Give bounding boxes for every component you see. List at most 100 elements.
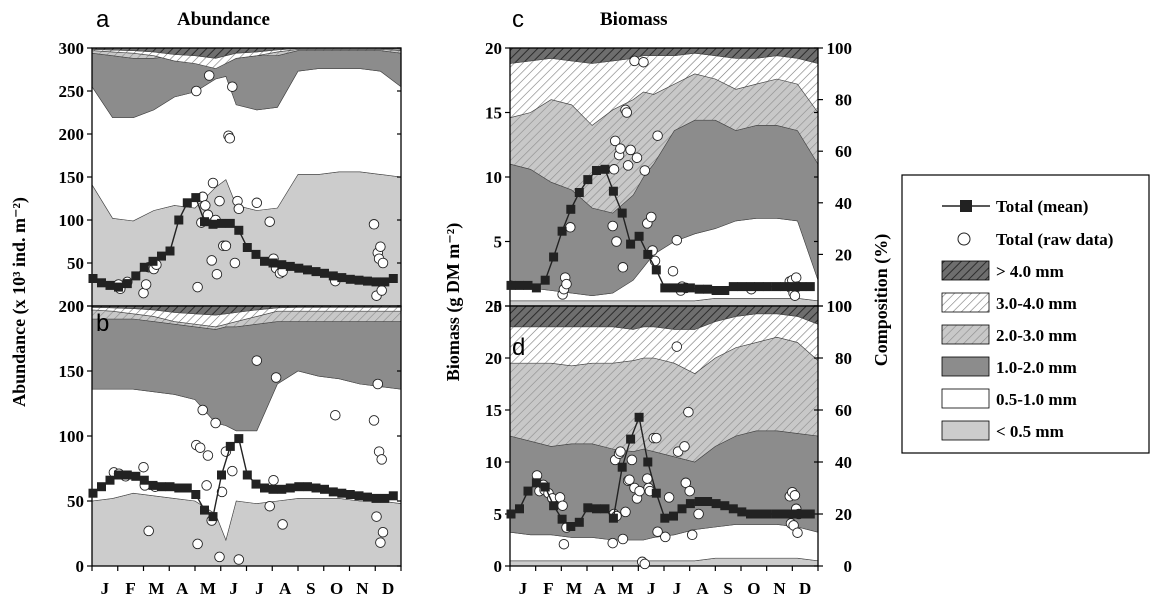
raw-data-point bbox=[372, 378, 384, 390]
raw-data-point bbox=[377, 526, 389, 538]
mean-point bbox=[174, 215, 184, 225]
mean-point bbox=[780, 509, 790, 519]
mean-point bbox=[122, 279, 132, 289]
mean-point bbox=[363, 492, 372, 502]
mean-point bbox=[703, 497, 713, 506]
mean-point bbox=[294, 263, 304, 273]
x-tick-label: J bbox=[673, 579, 682, 598]
mean-point bbox=[88, 488, 98, 498]
mean-point bbox=[592, 504, 601, 514]
mean-point bbox=[200, 505, 209, 515]
mean-point bbox=[191, 490, 201, 499]
x-tick-label: J bbox=[519, 579, 528, 598]
mean-point bbox=[626, 434, 636, 444]
y-tick-label: 50 bbox=[67, 492, 84, 511]
legend-swatch-gt40 bbox=[941, 260, 990, 281]
mean-point bbox=[251, 249, 261, 259]
mean-point bbox=[157, 482, 166, 492]
mean-point bbox=[285, 483, 295, 493]
raw-data-point bbox=[557, 500, 568, 511]
raw-data-point bbox=[634, 485, 645, 497]
mean-point bbox=[122, 470, 132, 480]
mean-point bbox=[685, 499, 695, 509]
raw-data-point bbox=[607, 537, 618, 549]
y2-tick-label: 60 bbox=[835, 142, 852, 161]
raw-data-point bbox=[683, 406, 694, 418]
mean-point bbox=[754, 282, 764, 292]
mean-point bbox=[728, 282, 738, 292]
mean-point bbox=[805, 509, 815, 519]
mean-point bbox=[234, 434, 244, 444]
x-tick-label: M bbox=[566, 579, 582, 598]
legend-swatch-r10 bbox=[941, 356, 990, 377]
y-tick-label: 0 bbox=[76, 297, 85, 316]
raw-data-point bbox=[330, 409, 341, 421]
x-tick-label: F bbox=[125, 579, 135, 598]
mean-point bbox=[720, 286, 730, 295]
x-tick-label: D bbox=[382, 579, 394, 598]
mean-point bbox=[182, 198, 192, 208]
mean-point bbox=[157, 251, 166, 261]
mean-point bbox=[746, 509, 755, 519]
raw-data-point bbox=[251, 197, 263, 209]
y-tick-label: 250 bbox=[59, 82, 85, 101]
mean-point bbox=[165, 482, 175, 492]
mean-point bbox=[139, 475, 149, 485]
raw-data-point bbox=[207, 177, 219, 189]
mean-point bbox=[174, 483, 184, 493]
mean-point bbox=[345, 490, 355, 499]
raw-data-point bbox=[214, 551, 225, 563]
raw-data-point bbox=[667, 265, 679, 277]
mean-point bbox=[540, 482, 550, 492]
mean-point bbox=[574, 517, 584, 527]
mean-point bbox=[651, 265, 661, 275]
raw-data-point bbox=[625, 144, 636, 156]
raw-data-point bbox=[561, 278, 572, 290]
mean-point bbox=[285, 261, 295, 271]
mean-point bbox=[345, 274, 355, 284]
legend: Total (mean) Total (raw data) > 4.0 mm 3… bbox=[901, 174, 1150, 454]
mean-point bbox=[711, 286, 721, 295]
mean-point bbox=[311, 483, 321, 493]
mean-point bbox=[515, 280, 524, 290]
raw-data-point bbox=[609, 135, 621, 147]
mean-point bbox=[540, 275, 550, 285]
x-tick-label: M bbox=[148, 579, 164, 598]
x-tick-label: O bbox=[747, 579, 760, 598]
raw-data-point bbox=[792, 527, 803, 538]
y-tick-label: 10 bbox=[485, 453, 502, 472]
y2-tick-label: 0 bbox=[844, 297, 853, 316]
raw-data-point bbox=[277, 519, 288, 530]
mean-point bbox=[797, 509, 807, 519]
mean-point bbox=[208, 512, 218, 522]
raw-data-point bbox=[660, 531, 671, 543]
x-tick-label: F bbox=[543, 579, 553, 598]
raw-data-point bbox=[376, 285, 387, 296]
raw-data-point bbox=[671, 234, 683, 246]
mean-point bbox=[737, 507, 747, 517]
mean-point bbox=[531, 283, 541, 293]
y-tick-label: 5 bbox=[494, 505, 503, 524]
mean-point bbox=[234, 225, 244, 235]
mean-point bbox=[268, 484, 278, 494]
y-tick-label: 0 bbox=[494, 297, 503, 316]
x-tick-label: A bbox=[176, 579, 189, 598]
mean-point bbox=[711, 499, 721, 509]
raw-data-point bbox=[375, 241, 386, 252]
mean-point bbox=[608, 513, 618, 523]
mean-point bbox=[720, 501, 730, 511]
raw-data-point bbox=[790, 272, 802, 283]
mean-point bbox=[105, 475, 115, 485]
x-tick-label: M bbox=[200, 579, 216, 598]
mean-point bbox=[208, 219, 218, 229]
legend-label-lt05: < 0.5 mm bbox=[996, 422, 1064, 441]
mean-point bbox=[114, 470, 123, 480]
y-axis-label-biomass: Biomass (g DM m⁻²) bbox=[443, 223, 464, 381]
mean-point bbox=[294, 482, 304, 492]
mean-point bbox=[805, 282, 815, 292]
raw-data-point bbox=[789, 490, 801, 501]
chart-panel-c: 0 5 10 15 20 0 20 40 60 80 100 bbox=[485, 39, 852, 316]
raw-data-point bbox=[270, 372, 282, 383]
raw-data-point bbox=[622, 160, 634, 171]
mean-point bbox=[354, 491, 364, 501]
